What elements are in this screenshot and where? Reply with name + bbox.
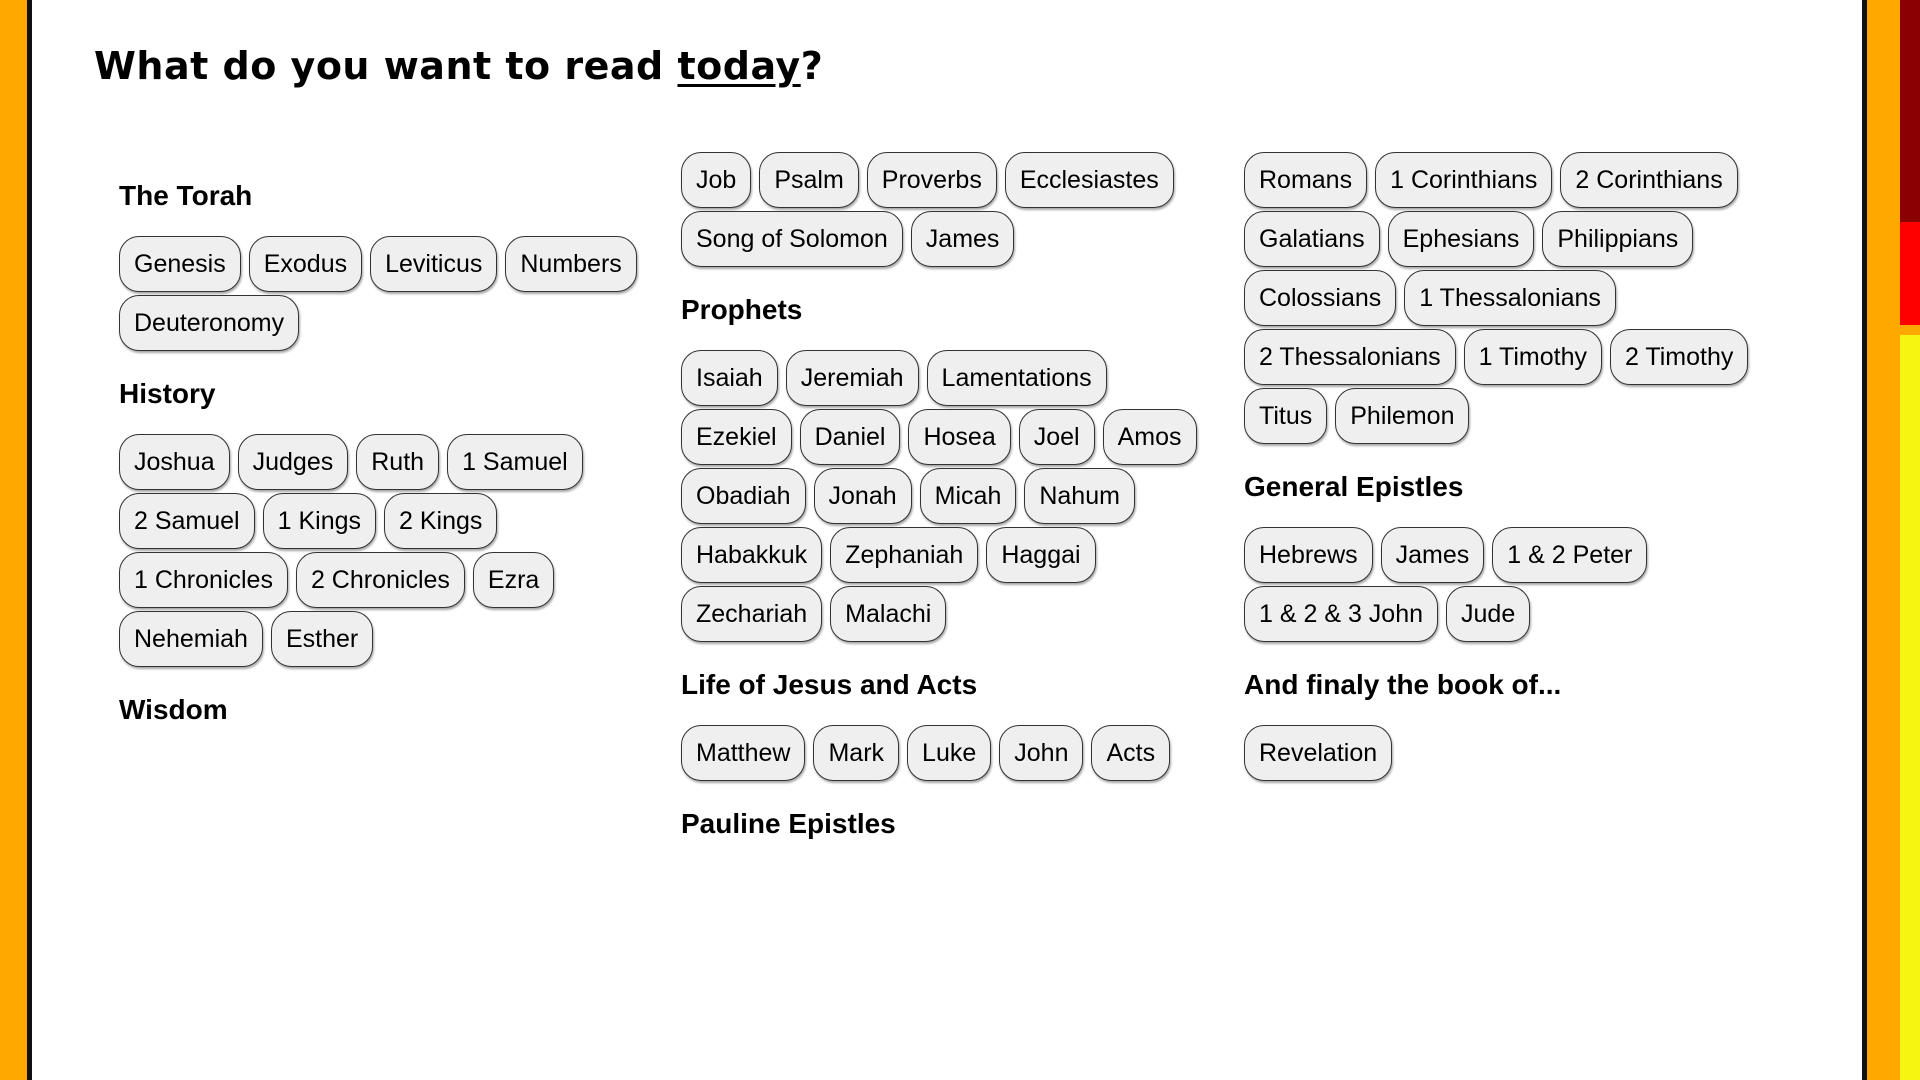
section-heading-general-epistles: General Epistles	[1244, 471, 1464, 502]
book-button-1-timothy[interactable]: 1 Timothy	[1463, 329, 1602, 385]
book-button-luke[interactable]: Luke	[907, 725, 992, 781]
book-button-amos[interactable]: Amos	[1102, 409, 1197, 465]
section-heading-life-of-jesus-and-acts: Life of Jesus and Acts	[681, 669, 978, 700]
book-button-habakkuk[interactable]: Habakkuk	[681, 527, 823, 583]
page-title: What do you want to read today?	[94, 44, 823, 88]
book-button-philemon[interactable]: Philemon	[1335, 388, 1470, 444]
book-group: Joshua Judges Ruth 1 Samuel 2 Samuel 1 Kings 2…	[119, 434, 649, 670]
book-group: Isaiah Jeremiah Lamentations Ezekiel Daniel H…	[681, 350, 1211, 645]
book-button-hosea[interactable]: Hosea	[908, 409, 1011, 465]
book-button-nahum[interactable]: Nahum	[1024, 468, 1135, 524]
column-old-testament-1: The Torah Genesis Exodus Leviticus Numbers De…	[119, 156, 649, 750]
book-button-micah[interactable]: Micah	[919, 468, 1017, 524]
book-button-malachi[interactable]: Malachi	[830, 586, 947, 642]
book-button-nehemiah[interactable]: Nehemiah	[119, 611, 263, 667]
book-button-judges[interactable]: Judges	[237, 434, 349, 490]
book-button-isaiah[interactable]: Isaiah	[681, 350, 778, 406]
color-strip	[1900, 0, 1920, 1080]
book-button-esther[interactable]: Esther	[270, 611, 374, 667]
book-button-exodus[interactable]: Exodus	[248, 236, 363, 292]
book-button-ezra[interactable]: Ezra	[472, 552, 555, 608]
book-button-hebrews[interactable]: Hebrews	[1244, 527, 1373, 583]
book-button-haggai[interactable]: Haggai	[986, 527, 1096, 583]
book-button-ecclesiastes[interactable]: Ecclesiastes	[1004, 152, 1174, 208]
title-prefix: What do you want to read	[94, 44, 678, 88]
book-button-2-chronicles[interactable]: 2 Chronicles	[295, 552, 465, 608]
book-button-mark[interactable]: Mark	[813, 725, 900, 781]
book-button-joel[interactable]: Joel	[1018, 409, 1095, 465]
book-button-2-timothy[interactable]: 2 Timothy	[1609, 329, 1749, 385]
section-heading-wisdom: Wisdom	[119, 694, 228, 725]
section-heading-prophets: Prophets	[681, 294, 803, 325]
book-button-2-kings[interactable]: 2 Kings	[384, 493, 498, 549]
book-button-1-corinthians[interactable]: 1 Corinthians	[1375, 152, 1553, 208]
book-button-john[interactable]: John	[999, 725, 1084, 781]
book-button-romans[interactable]: Romans	[1244, 152, 1368, 208]
book-button-zechariah[interactable]: Zechariah	[681, 586, 823, 642]
book-button-2-corinthians[interactable]: 2 Corinthians	[1560, 152, 1738, 208]
book-button-psalm[interactable]: Psalm	[759, 152, 859, 208]
book-button-daniel[interactable]: Daniel	[799, 409, 901, 465]
book-button-proverbs[interactable]: Proverbs	[866, 152, 997, 208]
section-heading-and-finaly-the-book-of: And finaly the book of...	[1244, 669, 1562, 700]
book-button-2-samuel[interactable]: 2 Samuel	[119, 493, 255, 549]
book-button-joshua[interactable]: Joshua	[119, 434, 230, 490]
book-button-ephesians[interactable]: Ephesians	[1387, 211, 1535, 267]
book-button-revelation[interactable]: Revelation	[1244, 725, 1393, 781]
book-button-deuteronomy[interactable]: Deuteronomy	[119, 295, 300, 351]
book-button-titus[interactable]: Titus	[1244, 388, 1328, 444]
strip-red	[1900, 222, 1920, 325]
strip-dark-red	[1900, 0, 1920, 222]
section-heading-the-torah: The Torah	[119, 180, 253, 211]
book-button-numbers[interactable]: Numbers	[505, 236, 637, 292]
book-button-ruth[interactable]: Ruth	[356, 434, 440, 490]
book-button-galatians[interactable]: Galatians	[1244, 211, 1380, 267]
strip-orange	[1900, 325, 1920, 335]
book-button-song-of-solomon[interactable]: Song of Solomon	[681, 211, 903, 267]
book-group: Hebrews James 1 & 2 Peter 1 & 2 & 3 John Jud…	[1244, 527, 1774, 645]
book-button-job[interactable]: Job	[681, 152, 752, 208]
book-button-1-samuel[interactable]: 1 Samuel	[447, 434, 583, 490]
book-group: Romans 1 Corinthians 2 Corinthians Galatian…	[1244, 152, 1774, 447]
book-button-acts[interactable]: Acts	[1091, 725, 1171, 781]
book-group: Genesis Exodus Leviticus Numbers Deuteronomy	[119, 236, 649, 354]
title-suffix: ?	[800, 44, 824, 88]
book-button-zephaniah[interactable]: Zephaniah	[830, 527, 979, 583]
book-button-lamentations[interactable]: Lamentations	[926, 350, 1107, 406]
book-button-philippians[interactable]: Philippians	[1542, 211, 1694, 267]
section-heading-pauline-epistles: Pauline Epistles	[681, 808, 896, 839]
book-button-matthew[interactable]: Matthew	[681, 725, 806, 781]
book-button-1-and-2-peter[interactable]: 1 & 2 Peter	[1492, 527, 1648, 583]
column-new-testament: Romans 1 Corinthians 2 Corinthians Galatian…	[1244, 152, 1774, 784]
book-button-1-and-2-and-3-john[interactable]: 1 & 2 & 3 John	[1244, 586, 1439, 642]
book-button-genesis[interactable]: Genesis	[119, 236, 241, 292]
book-button-ezekiel[interactable]: Ezekiel	[681, 409, 792, 465]
book-button-james[interactable]: James	[1380, 527, 1485, 583]
book-button-1-chronicles[interactable]: 1 Chronicles	[119, 552, 288, 608]
book-group: Job Psalm Proverbs Ecclesiastes Song of Solo…	[681, 152, 1211, 270]
book-button-jeremiah[interactable]: Jeremiah	[785, 350, 919, 406]
book-button-jonah[interactable]: Jonah	[813, 468, 912, 524]
book-button-1-thessalonians[interactable]: 1 Thessalonians	[1404, 270, 1616, 326]
book-group: Matthew Mark Luke John Acts	[681, 725, 1211, 784]
book-button-2-thessalonians[interactable]: 2 Thessalonians	[1244, 329, 1456, 385]
book-group: Revelation	[1244, 725, 1774, 784]
book-button-james[interactable]: James	[910, 211, 1015, 267]
section-heading-history: History	[119, 378, 216, 409]
strip-yellow	[1900, 335, 1920, 1080]
book-button-obadiah[interactable]: Obadiah	[681, 468, 806, 524]
book-button-colossians[interactable]: Colossians	[1244, 270, 1397, 326]
title-today: today	[677, 44, 801, 88]
book-button-jude[interactable]: Jude	[1446, 586, 1531, 642]
book-button-1-kings[interactable]: 1 Kings	[262, 493, 377, 549]
column-old-testament-2: Job Psalm Proverbs Ecclesiastes Song of Solo…	[681, 152, 1211, 864]
book-button-leviticus[interactable]: Leviticus	[370, 236, 498, 292]
